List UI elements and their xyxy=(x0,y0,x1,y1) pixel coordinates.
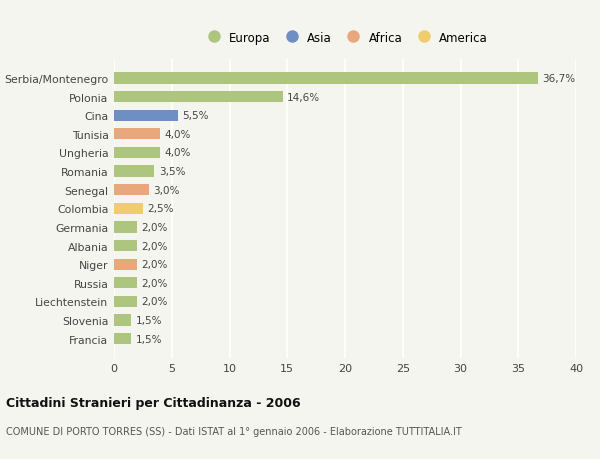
Text: 5,5%: 5,5% xyxy=(182,111,209,121)
Text: 2,0%: 2,0% xyxy=(142,260,168,269)
Bar xyxy=(114,333,131,344)
Bar xyxy=(114,222,137,233)
Bar xyxy=(114,259,137,270)
Text: 2,5%: 2,5% xyxy=(148,204,174,214)
Legend: Europa, Asia, Africa, America: Europa, Asia, Africa, America xyxy=(197,27,493,49)
Bar xyxy=(114,166,154,177)
Bar xyxy=(114,315,131,326)
Text: COMUNE DI PORTO TORRES (SS) - Dati ISTAT al 1° gennaio 2006 - Elaborazione TUTTI: COMUNE DI PORTO TORRES (SS) - Dati ISTAT… xyxy=(6,426,462,436)
Text: 36,7%: 36,7% xyxy=(542,74,575,84)
Text: Cittadini Stranieri per Cittadinanza - 2006: Cittadini Stranieri per Cittadinanza - 2… xyxy=(6,396,301,409)
Bar xyxy=(114,203,143,214)
Bar xyxy=(114,241,137,252)
Text: 2,0%: 2,0% xyxy=(142,297,168,307)
Bar xyxy=(114,129,160,140)
Bar xyxy=(114,147,160,159)
Bar xyxy=(114,92,283,103)
Bar xyxy=(114,73,538,84)
Text: 2,0%: 2,0% xyxy=(142,278,168,288)
Bar xyxy=(114,110,178,122)
Text: 1,5%: 1,5% xyxy=(136,315,163,325)
Text: 4,0%: 4,0% xyxy=(165,148,191,158)
Text: 14,6%: 14,6% xyxy=(287,92,320,102)
Text: 4,0%: 4,0% xyxy=(165,129,191,140)
Text: 2,0%: 2,0% xyxy=(142,223,168,232)
Text: 3,0%: 3,0% xyxy=(153,185,179,195)
Bar xyxy=(114,185,149,196)
Text: 3,5%: 3,5% xyxy=(159,167,185,177)
Text: 2,0%: 2,0% xyxy=(142,241,168,251)
Bar xyxy=(114,278,137,289)
Text: 1,5%: 1,5% xyxy=(136,334,163,344)
Bar xyxy=(114,296,137,308)
